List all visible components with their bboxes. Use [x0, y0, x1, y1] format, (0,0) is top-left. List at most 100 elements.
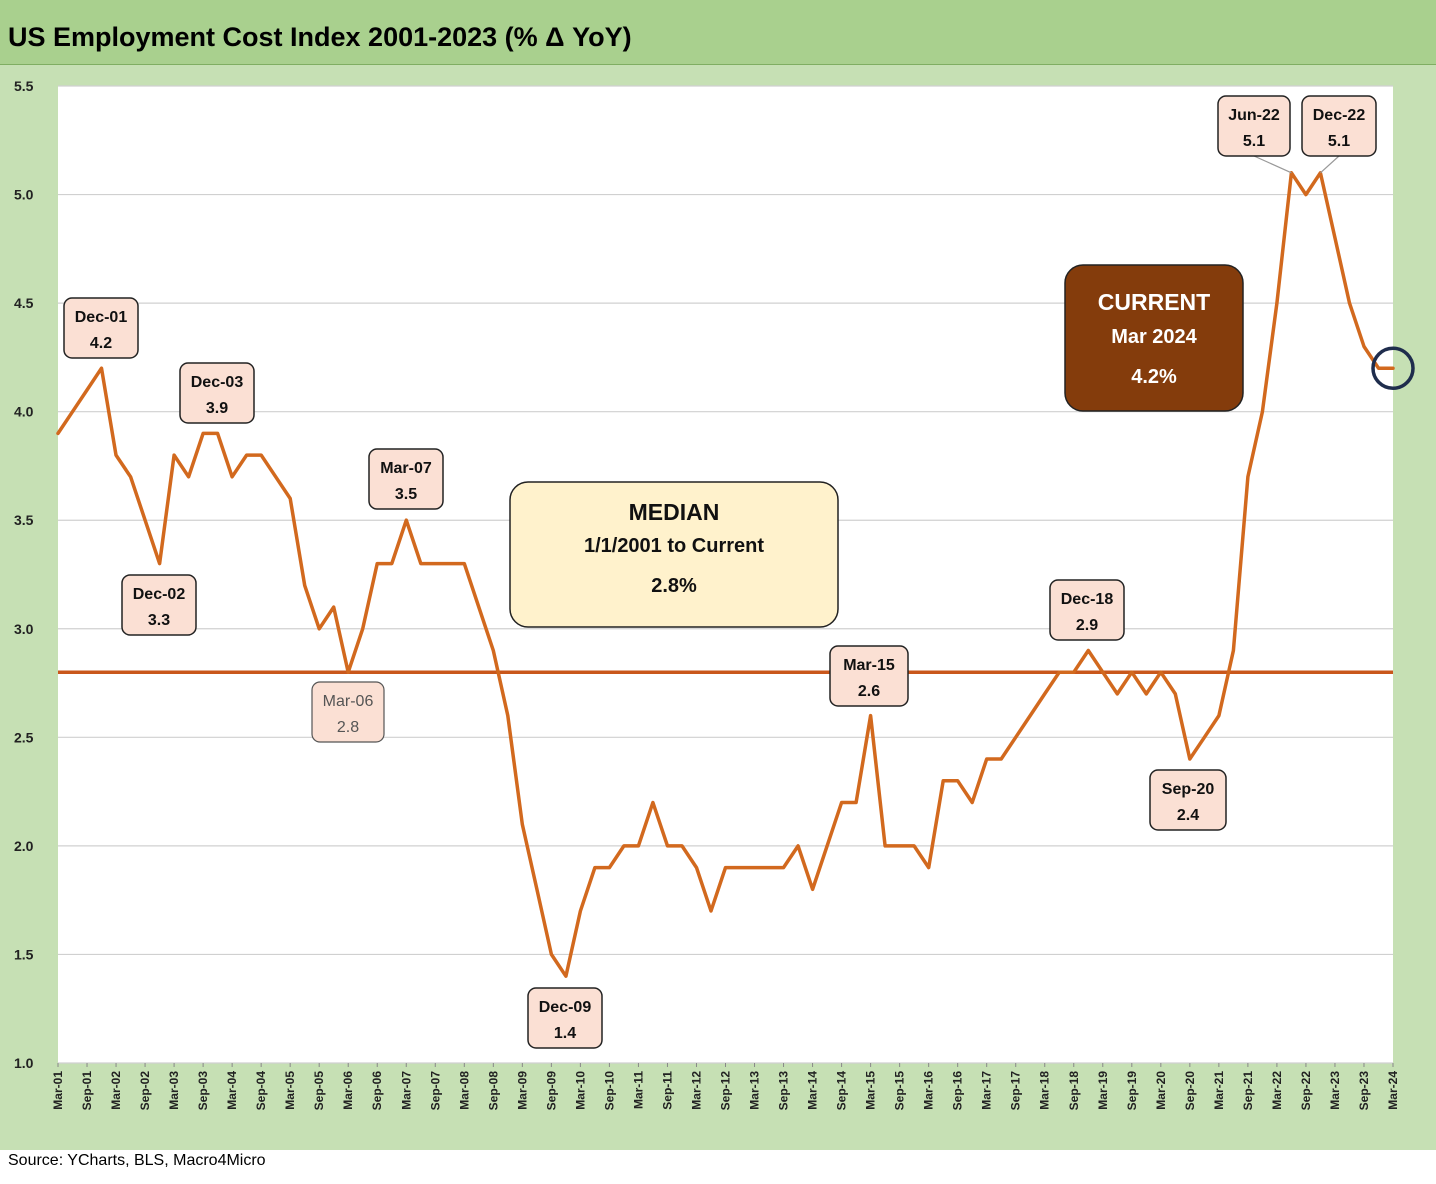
x-tick-label: Sep-16	[951, 1071, 965, 1111]
x-tick-label: Mar-02	[109, 1071, 123, 1110]
annotation-value: 3.9	[206, 400, 228, 417]
title-bar: US Employment Cost Index 2001-2023 (% Δ …	[0, 0, 1436, 65]
series-line	[56, 171, 1395, 978]
current-box-date: Mar 2024	[1111, 326, 1197, 348]
annotation-dec-18: Dec-18 2.9	[1049, 579, 1125, 641]
annotation-box	[311, 681, 385, 743]
current-box-value: 4.2%	[1131, 366, 1177, 388]
current-point-circle	[1371, 346, 1415, 390]
x-tick-label: Mar-20	[1154, 1071, 1168, 1110]
x-tick-label: Sep-01	[80, 1071, 94, 1111]
annotation-date: Mar-06	[323, 693, 374, 710]
x-tick-label: Sep-12	[719, 1071, 733, 1111]
annotation-box	[1301, 95, 1377, 157]
annotation-date: Jun-22	[1228, 107, 1280, 124]
annotation-leader	[1253, 155, 1292, 174]
x-tick-label: Sep-06	[370, 1071, 384, 1111]
annotation-dec-01: Dec-01 4.2	[63, 297, 139, 359]
y-tick-label: 5.5	[14, 78, 34, 94]
x-tick-label: Mar-13	[748, 1071, 762, 1110]
chart-title: US Employment Cost Index 2001-2023 (% Δ …	[8, 22, 632, 52]
x-tick-label: Mar-23	[1328, 1071, 1342, 1110]
annotation-date: Mar-15	[843, 657, 895, 674]
x-tick-label: Mar-24	[1386, 1071, 1400, 1110]
annotation-value: 3.5	[395, 486, 417, 503]
y-tick-label: 1.5	[14, 946, 34, 962]
x-tick-label: Sep-11	[660, 1071, 674, 1110]
x-tick-label: Mar-16	[922, 1071, 936, 1110]
median-box: MEDIAN 1/1/2001 to Current 2.8%	[509, 481, 839, 628]
x-tick-label: Sep-15	[893, 1071, 907, 1111]
x-tick-label: Sep-09	[544, 1071, 558, 1111]
x-tick-label: Sep-19	[1125, 1071, 1139, 1111]
median-box-bg	[509, 481, 839, 628]
annotation-leaders	[1253, 155, 1340, 174]
current-box: CURRENT Mar 2024 4.2%	[1064, 264, 1244, 412]
annotation-value: 3.3	[148, 612, 170, 629]
x-tick-label: Mar-06	[341, 1071, 355, 1110]
x-tick-label: Mar-21	[1212, 1071, 1226, 1110]
x-tick-label: Mar-03	[167, 1071, 181, 1110]
x-tick-label: Sep-21	[1241, 1071, 1255, 1111]
x-tick-label: Mar-07	[399, 1071, 413, 1110]
annotation-leader	[1320, 155, 1340, 174]
annotation-box	[527, 987, 603, 1049]
x-tick-label: Sep-07	[428, 1071, 442, 1111]
x-tick-label: Sep-22	[1299, 1071, 1313, 1111]
x-tick-label: Sep-17	[1009, 1071, 1023, 1111]
x-tick-label: Sep-05	[312, 1071, 326, 1111]
annotation-dec-03: Dec-03 3.9	[179, 362, 255, 424]
annotation-mar-06: Mar-06 2.8	[311, 681, 385, 743]
x-tick-label: Mar-12	[689, 1071, 703, 1110]
x-tick-label: Mar-05	[283, 1071, 297, 1110]
annotations: Dec-014.2Dec-023.3Dec-033.9Mar-062.8Mar-…	[63, 95, 1377, 1049]
median-box-range: 1/1/2001 to Current	[584, 535, 764, 557]
current-box-title: CURRENT	[1098, 289, 1210, 315]
x-tick-label: Sep-10	[602, 1071, 616, 1111]
x-tick-label: Mar-18	[1038, 1071, 1052, 1110]
y-tick-label: 2.5	[14, 729, 34, 745]
x-tick-label: Sep-03	[196, 1071, 210, 1111]
annotation-date: Dec-18	[1061, 591, 1114, 608]
annotation-date: Sep-20	[1162, 781, 1215, 798]
annotation-value: 5.1	[1243, 133, 1265, 150]
x-tick-label: Mar-14	[806, 1071, 820, 1110]
annotation-dec-09: Dec-09 1.4	[527, 987, 603, 1049]
x-tick-label: Mar-22	[1270, 1071, 1284, 1110]
x-tick-label: Mar-04	[225, 1071, 239, 1110]
x-tick-label: Sep-13	[777, 1071, 791, 1111]
y-tick-label: 4.5	[14, 295, 34, 311]
annotation-value: 1.4	[554, 1025, 576, 1042]
annotation-value: 2.6	[858, 683, 880, 700]
x-tick-label: Mar-19	[1096, 1071, 1110, 1110]
annotation-box	[179, 362, 255, 424]
annotation-box	[1049, 579, 1125, 641]
x-tick-label: Mar-01	[51, 1071, 65, 1110]
annotation-date: Dec-03	[191, 374, 244, 391]
y-tick-label: 1.0	[14, 1055, 34, 1071]
annotation-date: Dec-22	[1313, 107, 1366, 124]
current-box-bg	[1064, 264, 1244, 412]
annotation-value: 2.8	[337, 719, 359, 736]
annotation-value: 2.4	[1177, 807, 1199, 824]
source-note: Source: YCharts, BLS, Macro4Micro	[8, 1152, 266, 1169]
annotation-dec-22: Dec-22 5.1	[1301, 95, 1377, 157]
median-box-title: MEDIAN	[629, 499, 720, 525]
annotation-sep-20: Sep-20 2.4	[1149, 769, 1227, 831]
x-tick-label: Mar-17	[980, 1071, 994, 1110]
x-tick-label: Sep-04	[254, 1071, 268, 1111]
x-tick-label: Mar-09	[515, 1071, 529, 1110]
x-tick-label: Mar-15	[864, 1071, 878, 1110]
annotation-mar-07: Mar-07 3.5	[368, 448, 444, 510]
annotation-box	[63, 297, 139, 359]
x-tick-label: Mar-08	[457, 1071, 471, 1110]
annotation-date: Mar-07	[380, 460, 432, 477]
annotation-date: Dec-02	[133, 586, 186, 603]
annotation-value: 5.1	[1328, 133, 1350, 150]
y-tick-label: 3.5	[14, 512, 34, 528]
x-tick-label: Sep-14	[835, 1071, 849, 1111]
annotation-date: Dec-01	[75, 309, 128, 326]
x-tick-label: Sep-20	[1183, 1071, 1197, 1111]
annotation-box	[1217, 95, 1291, 157]
y-tick-label: 2.0	[14, 838, 34, 854]
